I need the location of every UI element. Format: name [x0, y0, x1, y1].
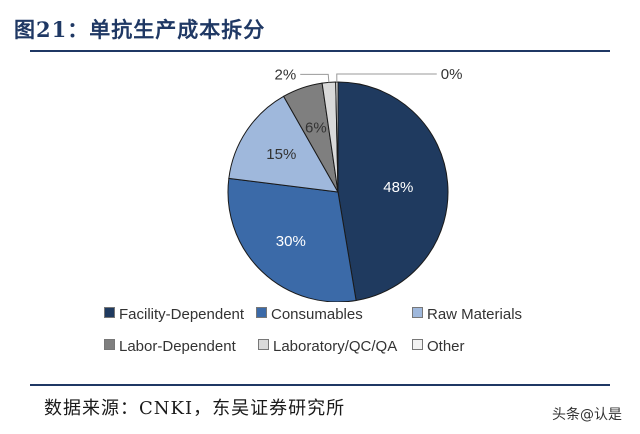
legend-label-other: Other	[427, 338, 465, 355]
legend-swatch-consumables	[256, 307, 267, 318]
data-label-raw-materials: 15%	[266, 146, 296, 163]
pie-chart: 48% 30% 15% 6% 2% 0%	[227, 66, 463, 302]
pie-slice-facility-dependent	[337, 81, 449, 302]
legend-item-laboratory-qc-qa: Laboratory/QC/QA	[258, 338, 397, 355]
legend-item-raw-materials: Raw Materials	[412, 306, 522, 323]
legend-swatch-facility-dependent	[104, 307, 115, 318]
legend-item-consumables: Consumables	[256, 306, 363, 323]
data-label-consumables: 30%	[276, 233, 306, 250]
legend-label-laboratory-qc-qa: Laboratory/QC/QA	[273, 338, 398, 355]
legend-row-1: Facility-Dependent Consumables Raw Mater…	[104, 306, 574, 338]
data-label-laboratory-qc-qa: 2%	[275, 66, 297, 83]
legend-item-other: Other	[412, 338, 465, 355]
title-rule	[30, 50, 610, 52]
data-label-facility-dependent: 48%	[383, 179, 413, 196]
legend-item-labor-dependent: Labor-Dependent	[104, 338, 236, 355]
data-label-other: 0%	[441, 66, 463, 83]
legend-label-facility-dependent: Facility-Dependent	[119, 306, 245, 323]
leader-line-other	[336, 73, 437, 83]
data-label-labor-dependent: 6%	[305, 119, 327, 136]
legend-label-consumables: Consumables	[271, 306, 363, 323]
legend-label-labor-dependent: Labor-Dependent	[119, 338, 236, 355]
data-source-note: 数据来源：CNKI，东吴证券研究所	[44, 398, 346, 419]
leader-line-laboratory-qc-qa	[300, 73, 330, 83]
legend-item-facility-dependent: Facility-Dependent	[104, 306, 244, 323]
legend-row-2: Labor-Dependent Laboratory/QC/QA Other	[104, 338, 574, 370]
legend-label-raw-materials: Raw Materials	[427, 306, 523, 323]
pie-slice-other	[335, 81, 339, 193]
figure-title: 图21：单抗生产成本拆分	[14, 17, 266, 42]
legend-swatch-labor-dependent	[104, 339, 115, 350]
legend-swatch-laboratory-qc-qa	[258, 339, 269, 350]
pie-slice-raw-materials	[228, 95, 339, 193]
legend-swatch-other	[412, 339, 423, 350]
source-rule	[30, 384, 610, 386]
pie-slice-consumables	[227, 177, 357, 302]
legend-swatch-raw-materials	[412, 307, 423, 318]
watermark-text: 头条@认是	[552, 407, 622, 423]
chart-legend: Facility-Dependent Consumables Raw Mater…	[104, 306, 574, 370]
